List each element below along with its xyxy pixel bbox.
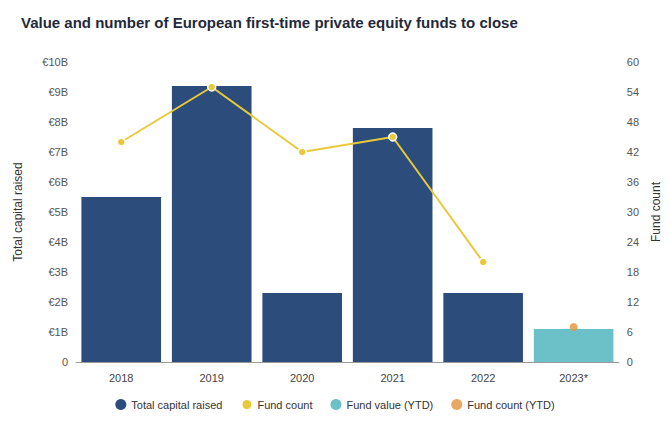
- svg-text:€8B: €8B: [48, 116, 68, 128]
- svg-text:2019: 2019: [199, 372, 223, 384]
- svg-text:€4B: €4B: [48, 236, 68, 248]
- svg-text:36: 36: [627, 176, 639, 188]
- svg-text:€5B: €5B: [48, 206, 68, 218]
- svg-text:Total capital raised: Total capital raised: [11, 162, 25, 261]
- svg-text:6: 6: [627, 326, 633, 338]
- svg-text:30: 30: [627, 206, 639, 218]
- svg-text:0: 0: [627, 356, 633, 368]
- svg-text:2022: 2022: [471, 372, 495, 384]
- svg-text:Fund value (YTD): Fund value (YTD): [346, 399, 433, 411]
- svg-text:€6B: €6B: [48, 176, 68, 188]
- svg-text:2020: 2020: [290, 372, 314, 384]
- svg-text:Total capital raised: Total capital raised: [131, 399, 222, 411]
- svg-text:Fund count: Fund count: [649, 181, 663, 242]
- svg-text:€9B: €9B: [48, 86, 68, 98]
- svg-text:60: 60: [627, 56, 639, 68]
- svg-text:€7B: €7B: [48, 146, 68, 158]
- svg-text:18: 18: [627, 266, 639, 278]
- svg-text:12: 12: [627, 296, 639, 308]
- svg-text:€1B: €1B: [48, 326, 68, 338]
- svg-text:€3B: €3B: [48, 266, 68, 278]
- svg-text:42: 42: [627, 146, 639, 158]
- svg-text:2021: 2021: [380, 372, 404, 384]
- svg-text:2018: 2018: [109, 372, 133, 384]
- svg-text:0: 0: [62, 356, 68, 368]
- svg-text:54: 54: [627, 86, 639, 98]
- svg-text:Fund count: Fund count: [257, 399, 312, 411]
- svg-text:€2B: €2B: [48, 296, 68, 308]
- svg-text:Fund count (YTD): Fund count (YTD): [467, 399, 554, 411]
- svg-text:48: 48: [627, 116, 639, 128]
- svg-text:2023*: 2023*: [559, 372, 588, 384]
- svg-text:Value and number of European f: Value and number of European first-time …: [21, 14, 518, 31]
- svg-text:24: 24: [627, 236, 639, 248]
- svg-text:€10B: €10B: [42, 56, 68, 68]
